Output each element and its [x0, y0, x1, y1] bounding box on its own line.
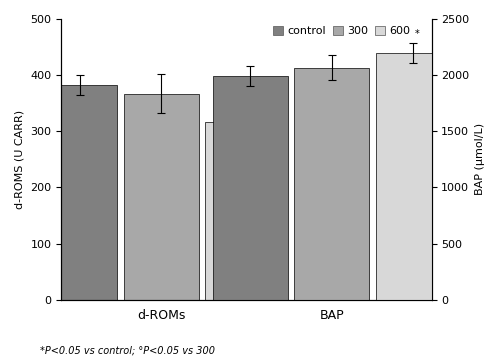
Bar	[42, 85, 117, 300]
Legend: control, 300, 600: control, 300, 600	[269, 22, 415, 41]
Y-axis label: BAP (μmol/L): BAP (μmol/L)	[475, 123, 485, 195]
Text: *: *	[415, 29, 420, 39]
Y-axis label: d-ROMS (U CARR): d-ROMS (U CARR)	[15, 110, 25, 209]
Bar	[376, 53, 450, 300]
Bar	[124, 94, 199, 300]
Bar	[294, 68, 369, 300]
Text: *°: *°	[244, 81, 254, 91]
Bar	[206, 122, 281, 300]
Text: *P<0.05 vs control; °P<0.05 vs 300: *P<0.05 vs control; °P<0.05 vs 300	[40, 345, 215, 355]
Bar	[212, 76, 288, 300]
